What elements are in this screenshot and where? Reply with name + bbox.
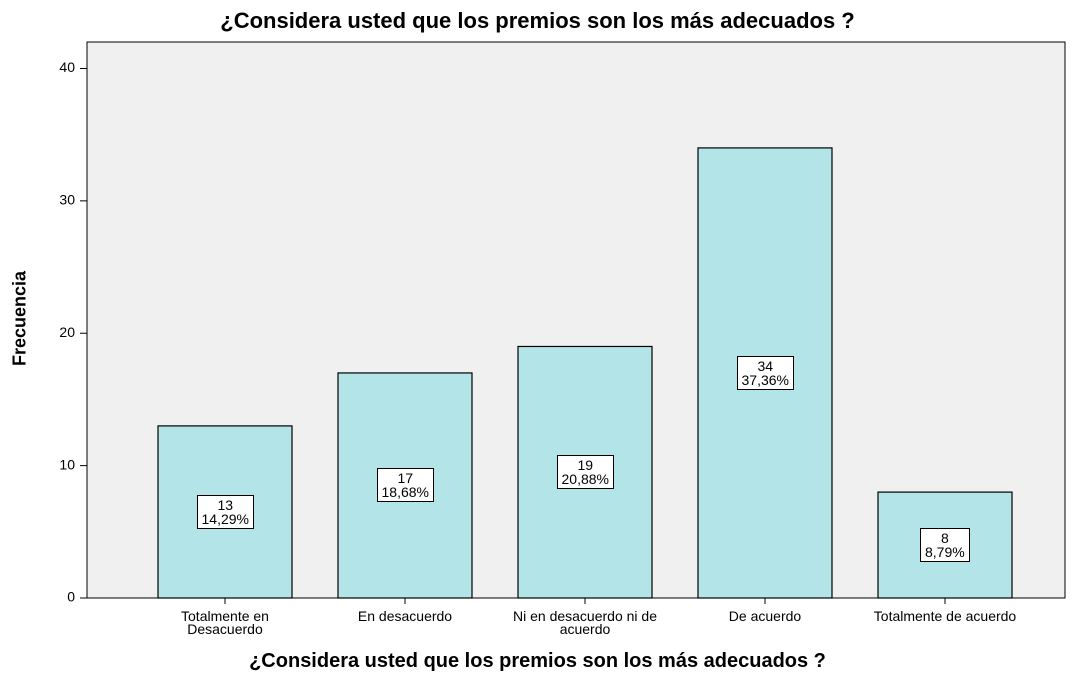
percent-label: 8,79%	[925, 544, 965, 561]
count-label: 19	[577, 457, 594, 474]
y-tick-label: 20	[59, 324, 75, 340]
x-tick-label: Totalmente en Desacuerdo	[181, 608, 269, 637]
y-tick-label: 0	[67, 589, 75, 605]
count-label: 17	[397, 470, 414, 487]
percent-label: 37,36%	[741, 371, 789, 388]
chart-title: ¿Considera usted que los premios son los…	[220, 8, 855, 33]
count-label: 8	[940, 530, 949, 547]
data-label: 17 18,68%	[376, 468, 434, 503]
x-tick-label: Ni en desacuerdo ni de acuerdo	[513, 608, 657, 637]
data-label: 19 20,88%	[556, 455, 614, 490]
y-axis-label: Frecuencia	[9, 270, 30, 367]
y-tick-label: 40	[59, 59, 75, 75]
count-label: 34	[757, 357, 774, 374]
data-label: 13 14,29%	[196, 494, 254, 529]
x-axis-label: ¿Considera usted que los premios son los…	[249, 650, 826, 672]
percent-label: 20,88%	[561, 471, 609, 488]
data-label: 34 37,36%	[736, 355, 794, 390]
y-tick-label: 30	[59, 192, 75, 208]
x-tick-label: De acuerdo	[728, 608, 802, 624]
x-tick-label: En desacuerdo	[357, 608, 453, 624]
count-label: 13	[217, 496, 234, 513]
y-tick-label: 10	[59, 456, 75, 472]
x-tick-label: Totalmente de acuerdo	[873, 608, 1017, 624]
data-label: 8 8,79%	[920, 528, 970, 563]
percent-label: 18,68%	[381, 484, 429, 501]
percent-label: 14,29%	[201, 510, 249, 527]
